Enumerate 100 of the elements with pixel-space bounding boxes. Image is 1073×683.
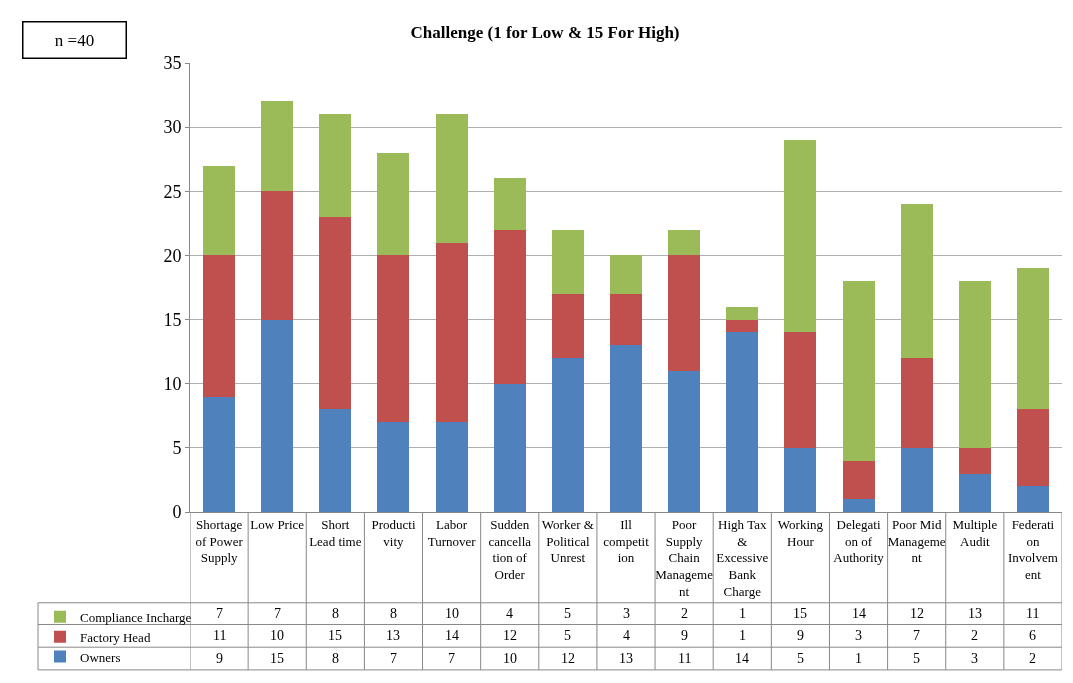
bar	[319, 409, 352, 512]
bar	[784, 332, 817, 448]
bar	[319, 216, 352, 410]
x-tick-label: Poor Mid Management	[887, 516, 946, 566]
data-label: 6	[1029, 628, 1036, 643]
bar	[900, 447, 933, 512]
data-label: 14	[852, 606, 866, 621]
bar	[842, 281, 875, 461]
bar	[958, 473, 991, 512]
data-label: 1	[739, 628, 746, 643]
data-label: 3	[971, 651, 978, 666]
x-tick-label: Low Price	[250, 516, 305, 532]
bar	[958, 447, 991, 474]
data-label: 9	[216, 651, 223, 666]
data-label: 15	[328, 628, 342, 643]
y-tick-label: 30	[163, 117, 182, 138]
bar	[435, 242, 468, 423]
data-label: 7	[390, 651, 397, 666]
legend-label: Factory Head	[80, 629, 151, 645]
bar	[1016, 268, 1049, 410]
bar	[261, 319, 294, 512]
data-label: 11	[1026, 606, 1040, 621]
legend-label: Owners	[80, 649, 121, 665]
data-label: 12	[910, 606, 924, 621]
data-label: 3	[855, 628, 862, 643]
data-label: 11	[213, 628, 227, 643]
bar	[726, 306, 759, 320]
bar	[435, 114, 468, 243]
bar	[784, 447, 817, 512]
bar	[610, 345, 642, 512]
data-label: 7	[913, 628, 920, 643]
data-label: 10	[270, 628, 284, 643]
data-label: 12	[503, 628, 517, 643]
x-tick-label: Productivity	[371, 516, 416, 549]
data-label: 5	[913, 651, 920, 666]
data-label: 7	[274, 606, 281, 621]
bar	[203, 165, 236, 256]
x-tick-label: Shortage of Power Supply	[195, 516, 244, 566]
y-tick-label: 35	[163, 53, 182, 74]
bar	[493, 229, 526, 384]
bar	[1016, 409, 1049, 487]
bar	[900, 358, 933, 448]
bar	[958, 281, 991, 448]
bar	[377, 255, 410, 423]
bar	[842, 499, 875, 512]
data-label: 14	[735, 651, 749, 666]
y-tick-label: 5	[172, 438, 182, 459]
bar	[900, 204, 933, 359]
data-label: 4	[506, 606, 513, 621]
data-label: 7	[448, 651, 455, 666]
bar	[551, 229, 584, 294]
bar	[1016, 486, 1049, 512]
data-label: 2	[681, 606, 688, 621]
x-tick-label: Delegation of Authority	[833, 516, 885, 566]
data-label: 12	[561, 651, 575, 666]
data-label: 5	[564, 606, 571, 621]
data-label: 15	[270, 651, 284, 666]
y-tick-label: 25	[163, 181, 182, 202]
legend-label: Compliance Incharge	[80, 609, 192, 625]
data-label: 10	[445, 606, 459, 621]
data-label: 15	[793, 606, 807, 621]
x-tick-label: Working Hour	[777, 516, 824, 549]
x-tick-label: Poor Supply Chain Management	[655, 516, 714, 600]
bar	[784, 139, 817, 333]
data-label: 1	[855, 651, 862, 666]
bar	[551, 293, 584, 359]
bar	[668, 255, 701, 371]
bar	[261, 101, 294, 192]
data-label: 13	[968, 606, 982, 621]
bar	[551, 358, 584, 512]
data-label: 8	[332, 606, 339, 621]
x-tick-label: High Tax & Excessive Bank Charge	[716, 516, 769, 600]
data-label: 5	[797, 651, 804, 666]
bar	[610, 255, 642, 294]
bar	[668, 229, 701, 256]
y-tick-label: 0	[172, 502, 182, 523]
x-tick-label: Federation Involvement	[1008, 516, 1058, 583]
bar	[261, 191, 294, 320]
bar	[493, 383, 526, 512]
data-label: 13	[386, 628, 400, 643]
bar	[842, 460, 875, 500]
y-tick-label: 15	[163, 309, 182, 330]
text: n =40	[54, 30, 95, 50]
data-label: 14	[445, 628, 459, 643]
data-label: 9	[797, 628, 804, 643]
x-tick-label: Labor Turnover	[427, 516, 477, 549]
data-label: 2	[1029, 651, 1036, 666]
bar	[203, 255, 236, 397]
x-tick-label: Sudden cancellation of Order	[488, 516, 532, 583]
bar	[726, 332, 759, 512]
y-tick-label: 10	[163, 374, 182, 395]
bar	[726, 319, 759, 333]
data-label: 2	[971, 628, 978, 643]
data-label: 3	[623, 606, 630, 621]
data-label: 10	[503, 651, 517, 666]
x-tick-label: Multiple Audit	[952, 516, 998, 549]
x-tick-label: Worker & Political Unrest	[541, 516, 594, 566]
bar	[203, 396, 236, 512]
bar	[668, 370, 701, 512]
y-tick-label: 20	[163, 245, 182, 266]
